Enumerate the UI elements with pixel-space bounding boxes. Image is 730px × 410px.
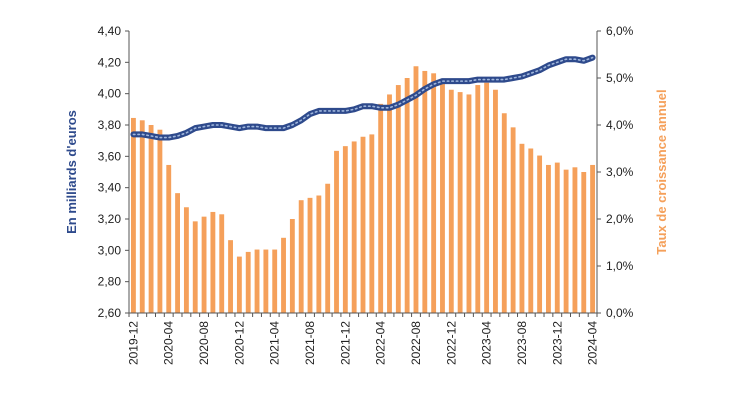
bar [501, 113, 507, 313]
bar [281, 237, 286, 313]
y-axis-title-left: En milliards d'euros [64, 110, 79, 234]
labels-layer: 2,60 2,80 3,00 3,20 3,40 3,60 3,80 4,00 4,20 4,40… [98, 24, 634, 365]
bar [387, 94, 392, 313]
bars-layer [130, 66, 596, 313]
y-tick-label-left: 3,20 [98, 212, 122, 226]
y-tick-label-left: 3,40 [98, 181, 122, 195]
bar [537, 155, 543, 313]
x-tick-label: 2020-12 [232, 321, 246, 365]
y-tick-label-left: 3,00 [98, 243, 122, 257]
bar [554, 162, 560, 313]
bar [183, 207, 189, 313]
bar [210, 211, 216, 313]
bar [572, 167, 578, 313]
x-tick-label: 2024-04 [586, 321, 600, 365]
series-line-texture [132, 56, 594, 139]
bar [378, 103, 384, 313]
axes-layer [125, 30, 601, 317]
y-tick-label-right: 0,0% [606, 306, 634, 320]
bar [219, 214, 225, 313]
y-tick-label-left: 4,40 [98, 24, 122, 38]
x-tick-label: 2021-04 [268, 321, 282, 365]
bar [484, 82, 490, 313]
bar [175, 193, 180, 313]
bar [440, 80, 445, 313]
bar [431, 73, 437, 313]
bar [493, 89, 498, 313]
bar [245, 251, 251, 313]
bar [289, 219, 295, 313]
bar [581, 172, 587, 313]
y-tick-label-left: 3,80 [98, 118, 122, 132]
bar [148, 125, 154, 313]
y-tick-label-right: 6,0% [606, 24, 634, 38]
x-tick-label: 2023-12 [550, 321, 564, 365]
bar [546, 164, 551, 313]
y-axis-title-right: Taux de croissance annuel [654, 89, 669, 254]
bar [519, 143, 525, 313]
bar [351, 141, 357, 313]
y-tick-label-right: 1,0% [606, 259, 634, 273]
x-tick-label: 2019-12 [126, 321, 140, 365]
x-tick-label: 2021-08 [303, 321, 317, 365]
bar [334, 150, 339, 313]
bar [422, 70, 428, 313]
x-tick-label: 2020-08 [197, 321, 211, 365]
x-tick-label: 2023-08 [515, 321, 529, 365]
bar [466, 94, 472, 313]
x-tick-label: 2023-04 [480, 321, 494, 365]
y-tick-label-left: 4,00 [98, 87, 122, 101]
y-tick-label-left: 3,60 [98, 149, 122, 163]
bar [298, 200, 304, 313]
line-layer [130, 54, 596, 141]
bar [192, 221, 198, 313]
x-tick-label: 2020-04 [162, 321, 176, 365]
bar [157, 129, 163, 313]
y-tick-label-right: 2,0% [606, 212, 634, 226]
bar [316, 195, 322, 313]
bar [448, 89, 454, 313]
bar [395, 85, 401, 313]
bar [263, 249, 269, 313]
bar [236, 256, 242, 313]
y-tick-label-right: 4,0% [606, 118, 634, 132]
y-tick-label-left: 4,20 [98, 55, 122, 69]
series-line [130, 54, 596, 141]
y-tick-label-left: 2,80 [98, 275, 122, 289]
bar [130, 117, 136, 313]
bar [166, 164, 172, 313]
y-tick-label-right: 5,0% [606, 71, 634, 85]
bar [369, 134, 375, 313]
bar [139, 120, 145, 313]
bar [457, 92, 463, 313]
x-tick-label: 2021-12 [338, 321, 352, 365]
bar [563, 169, 569, 313]
bar [228, 240, 233, 313]
y-tick-label-left: 2,60 [98, 306, 122, 320]
x-tick-label: 2022-08 [409, 321, 423, 365]
bar [528, 148, 534, 313]
bar [272, 249, 278, 313]
y-tick-label-right: 3,0% [606, 165, 634, 179]
x-tick-label: 2022-04 [374, 321, 388, 365]
bar [404, 78, 410, 313]
bar [325, 183, 331, 313]
bar [510, 127, 516, 313]
bar [307, 197, 313, 313]
x-tick-label: 2022-12 [444, 321, 458, 365]
bar [590, 164, 596, 313]
bar [201, 216, 207, 313]
bar [360, 136, 366, 313]
bar [254, 249, 260, 313]
bar [413, 66, 419, 313]
bar [475, 85, 481, 313]
bar [342, 146, 348, 313]
